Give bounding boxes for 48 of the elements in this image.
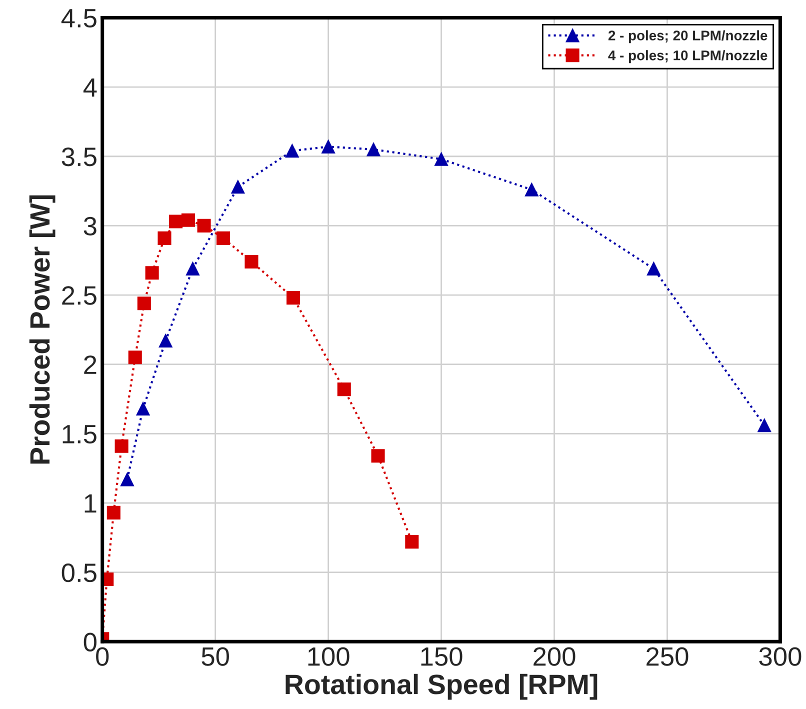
point xyxy=(216,231,230,245)
y-tick-label: 1.5 xyxy=(62,425,96,444)
legend-label: 2 - poles; 20 LPM/nozzle xyxy=(608,30,768,44)
point xyxy=(285,144,299,158)
x-tick-label: 200 xyxy=(534,647,576,666)
y-tick-label: 1 xyxy=(84,494,96,513)
point xyxy=(758,418,772,432)
point xyxy=(158,334,172,348)
point xyxy=(524,182,538,196)
y-tick-label: 4 xyxy=(83,78,97,97)
y-tick-label: 3.5 xyxy=(62,148,96,166)
point xyxy=(322,140,336,154)
point xyxy=(136,402,150,416)
y-tick-label: 3 xyxy=(84,216,96,236)
point xyxy=(286,291,300,305)
y-axis-title: Produced Power [W] xyxy=(29,195,56,464)
point xyxy=(366,142,380,156)
x-axis-title: Rotational Speed [RPM] xyxy=(286,674,598,700)
point xyxy=(197,218,211,232)
point xyxy=(244,254,258,269)
point xyxy=(137,296,151,310)
point xyxy=(114,439,128,453)
point xyxy=(405,535,419,549)
x-tick-label: 250 xyxy=(646,647,688,666)
point xyxy=(231,180,245,194)
x-tick-label: 50 xyxy=(202,647,229,666)
y-tick-label: 2 xyxy=(84,355,96,374)
y-tick-label: 0 xyxy=(84,632,96,652)
point xyxy=(169,214,183,228)
point xyxy=(434,152,448,166)
point xyxy=(128,350,142,364)
point xyxy=(106,506,120,520)
legend-label: 4 - poles; 10 LPM/nozzle xyxy=(608,50,768,64)
point xyxy=(120,472,134,486)
point xyxy=(371,449,385,463)
x-tick-label: 150 xyxy=(421,647,462,666)
x-tick-label: 300 xyxy=(759,647,802,666)
point xyxy=(337,382,351,396)
point xyxy=(646,262,660,276)
point xyxy=(158,231,172,245)
y-tick-label: 2.5 xyxy=(62,286,96,305)
point xyxy=(186,262,200,276)
x-tick-label: 0 xyxy=(96,647,109,666)
point xyxy=(181,213,195,227)
y-tick-label: 0.5 xyxy=(62,563,96,582)
x-tick-label: 100 xyxy=(308,647,350,666)
y-tick-label: 4.5 xyxy=(61,9,96,28)
point xyxy=(145,266,159,280)
